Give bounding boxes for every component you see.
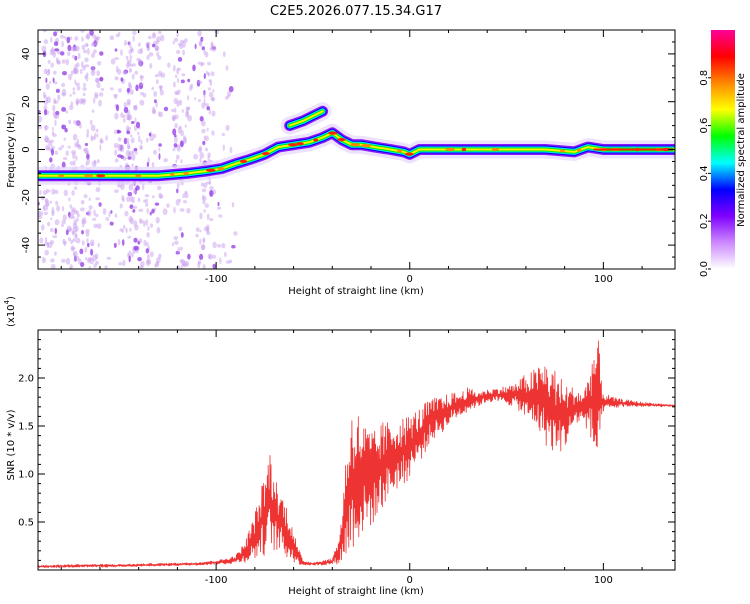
spectrogram-noise [38, 30, 238, 269]
colorbar-tick-label: 0.2 [699, 213, 710, 229]
spectrogram-peaks [58, 131, 674, 178]
spectrogram-y-tick-label: 20 [21, 95, 32, 108]
colorbar: 0.0 0.2 0.4 0.6 0.8 Normalized spectral ampl… [699, 30, 747, 277]
snr-multiplier-base: (x10 [6, 304, 17, 327]
colorbar-tick-label: 0.6 [699, 118, 710, 134]
spectrogram-marks [38, 30, 675, 269]
colorbar-tick-label: 0.0 [699, 261, 710, 277]
snr-y-tick-label: 2.0 [18, 374, 34, 385]
snr-x-label: Height of straight line (km) [288, 586, 424, 597]
spectrogram-panel: -100 0 100 -40 -20 0 20 40 Height of straight l… [6, 29, 676, 297]
spectrogram-ticks: -100 0 100 -40 -20 0 20 40 [21, 29, 675, 285]
snr-y-tick-label: 1.0 [18, 470, 34, 481]
spectrogram-y-tick-label: -20 [21, 189, 32, 205]
colorbar-tick-label: 0.4 [699, 165, 710, 181]
snr-marks [38, 340, 675, 568]
snr-x-tick-label: -100 [205, 575, 228, 586]
spectrogram-y-tick-label: -40 [21, 237, 32, 253]
snr-x-tick-label: 100 [594, 575, 613, 586]
chart-title: C2E5.2026.077.15.34.G17 [270, 4, 442, 19]
colorbar-ticks: 0.0 0.2 0.4 0.6 0.8 [699, 70, 711, 277]
colorbar-tick-label: 0.8 [699, 70, 710, 86]
snr-series-line [38, 340, 675, 568]
snr-frame [37, 329, 676, 571]
spectrogram-y-tick-label: 0 [21, 146, 32, 152]
snr-background [38, 330, 675, 570]
snr-y-tick-label: 0.5 [18, 518, 34, 529]
spectrogram-x-tick-label: 0 [407, 274, 413, 285]
snr-multiplier-exp: 4 [3, 299, 11, 304]
svg-text:(x104): (x104) [3, 296, 17, 327]
snr-multiplier: (x104) [3, 296, 17, 327]
spectrogram-y-label: Frequency (Hz) [6, 112, 17, 188]
snr-panel: -100 0 100 0.5 1.0 1.5 2.0 Height of straight … [3, 296, 676, 597]
colorbar-gradient [711, 30, 735, 269]
spectrogram-x-label: Height of straight line (km) [288, 286, 424, 297]
spectrogram-upper-branch [280, 102, 332, 135]
snr-y-tick-label: 1.5 [18, 422, 34, 433]
colorbar-label: Normalized spectral amplitude [736, 73, 747, 227]
snr-ticks: -100 0 100 0.5 1.0 1.5 2.0 [18, 330, 675, 586]
snr-y-label: SNR (10 * v/v) [6, 409, 17, 480]
spectrogram-x-tick-label: 100 [594, 274, 613, 285]
snr-x-tick-label: 0 [407, 575, 413, 586]
spectrogram-x-tick-label: -100 [205, 274, 228, 285]
spectrogram-y-tick-label: 40 [21, 48, 32, 61]
